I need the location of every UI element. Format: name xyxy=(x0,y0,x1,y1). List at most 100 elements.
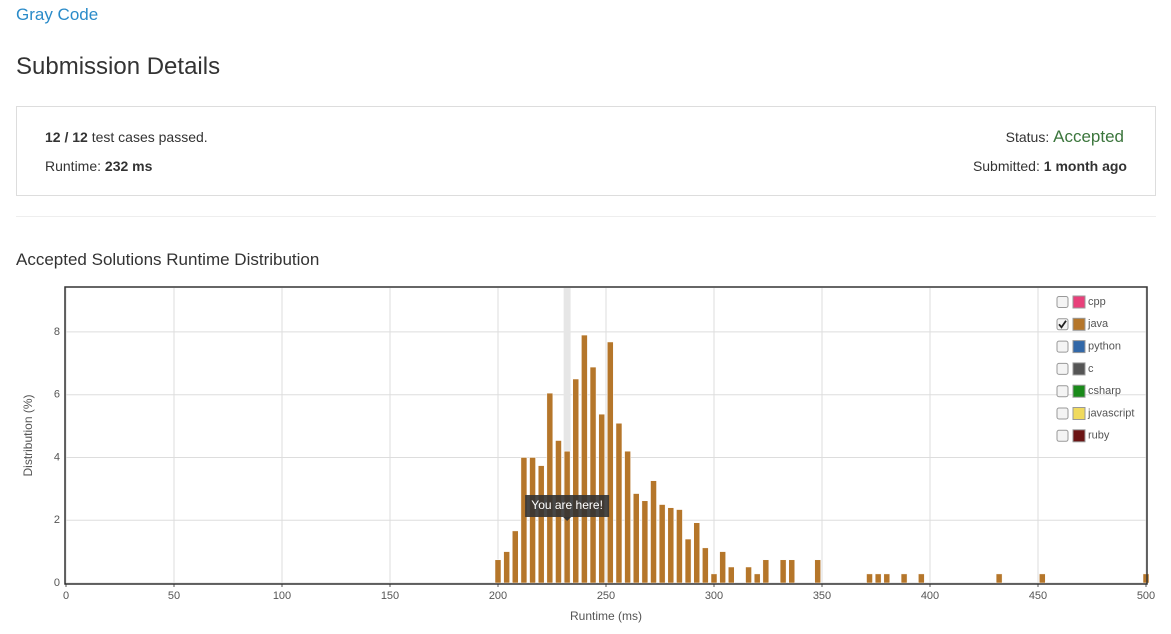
legend-label: java xyxy=(1087,318,1109,330)
legend-label: python xyxy=(1088,341,1121,353)
bar xyxy=(1142,573,1150,584)
y-tick-label: 0 xyxy=(54,577,60,589)
bar xyxy=(641,500,649,584)
x-axis-label: Runtime (ms) xyxy=(570,609,642,623)
submitted-label: Submitted: xyxy=(972,158,1040,174)
bar xyxy=(676,509,683,584)
submitted-row: Submitted: 1 month ago xyxy=(973,158,1127,174)
legend-label: csharp xyxy=(1088,385,1121,397)
bar xyxy=(874,573,882,584)
bar xyxy=(710,573,718,584)
bar xyxy=(883,573,891,584)
bar xyxy=(503,551,510,584)
passed-row: 12 / 12 test cases passed. xyxy=(45,129,208,145)
details-panel: 12 / 12 test cases passed. Runtime: 232 … xyxy=(16,106,1156,196)
y-axis-label: Distribution (%) xyxy=(21,394,35,476)
y-tick-label: 2 xyxy=(54,514,60,526)
runtime-row: Runtime: 232 ms xyxy=(45,158,152,174)
bar xyxy=(572,378,580,584)
legend-checkbox[interactable] xyxy=(1056,296,1069,308)
legend-swatch xyxy=(1072,317,1086,331)
bar xyxy=(615,423,623,584)
bar xyxy=(995,573,1003,584)
x-tick-label: 300 xyxy=(705,590,723,602)
bar xyxy=(667,507,675,584)
legend-swatch xyxy=(1072,407,1086,420)
bar xyxy=(719,551,726,584)
chart-title: Accepted Solutions Runtime Distribution xyxy=(16,250,320,269)
x-tick-label: 450 xyxy=(1029,590,1047,602)
bar xyxy=(693,522,700,584)
legend-swatch xyxy=(1072,340,1086,354)
problem-link[interactable]: Gray Code xyxy=(16,5,99,24)
bar xyxy=(745,566,752,584)
bar xyxy=(581,334,588,584)
bar xyxy=(866,573,873,584)
bar xyxy=(779,559,787,584)
bar xyxy=(788,559,796,584)
bar xyxy=(918,573,925,584)
plot-border xyxy=(64,286,1148,585)
x-tick-label: 400 xyxy=(921,590,939,602)
bar xyxy=(1039,573,1046,584)
x-tick-label: 50 xyxy=(168,590,180,602)
x-tick-label: 500 xyxy=(1137,590,1155,602)
bar xyxy=(494,559,502,584)
x-tick-label: 250 xyxy=(597,590,615,602)
tooltip-box xyxy=(525,495,610,517)
legend-checkbox[interactable] xyxy=(1056,362,1069,375)
bar xyxy=(684,538,692,584)
bar xyxy=(650,480,657,584)
bar xyxy=(546,392,554,584)
x-tick-label: 0 xyxy=(63,590,69,602)
bar xyxy=(658,504,666,584)
bar xyxy=(529,457,536,584)
bar xyxy=(900,573,908,584)
legend-swatch xyxy=(1072,362,1086,376)
legend-checkbox[interactable] xyxy=(1056,340,1069,353)
legend-checkbox[interactable] xyxy=(1056,385,1069,398)
bar xyxy=(702,547,709,584)
legend-swatch xyxy=(1072,295,1086,309)
bar xyxy=(762,559,770,584)
legend-checkbox[interactable] xyxy=(1056,429,1069,442)
status-label: Status: xyxy=(1005,129,1050,145)
legend-label: c xyxy=(1088,363,1094,375)
legend-swatch xyxy=(1072,384,1086,398)
runtime-label: Runtime: xyxy=(45,158,102,174)
x-tick-label: 100 xyxy=(273,590,291,602)
bar xyxy=(589,366,597,584)
tooltip-arrow xyxy=(563,517,572,521)
highlight-band xyxy=(563,288,571,583)
bar xyxy=(753,573,761,584)
x-tick-label: 150 xyxy=(381,590,399,602)
legend-swatch xyxy=(1072,429,1086,443)
legend-label: ruby xyxy=(1088,430,1110,442)
x-tick-label: 200 xyxy=(489,590,507,602)
bar xyxy=(728,566,735,584)
y-tick-label: 4 xyxy=(54,451,60,463)
legend-checkbox[interactable] xyxy=(1056,407,1069,420)
checkmark xyxy=(1058,320,1067,329)
status-row: Status: Accepted xyxy=(1006,127,1124,147)
tooltip: You are here! xyxy=(525,495,610,521)
bar xyxy=(512,530,519,584)
page-title: Submission Details xyxy=(16,53,221,80)
y-tick-label: 6 xyxy=(54,389,60,401)
runtime: 232 ms xyxy=(104,158,153,174)
status: Accepted xyxy=(1053,127,1124,146)
divider xyxy=(16,216,1156,217)
submitted: 1 month ago xyxy=(1043,158,1127,174)
bar xyxy=(814,559,821,584)
bar xyxy=(537,465,545,584)
bar xyxy=(632,493,640,584)
x-tick-label: 350 xyxy=(813,590,831,602)
tooltip-text: You are here! xyxy=(531,498,603,512)
passed-count: 12 / 12 xyxy=(45,129,88,145)
bar xyxy=(607,341,614,584)
passed-text: test cases passed. xyxy=(91,129,208,145)
y-tick-label: 8 xyxy=(54,326,60,338)
legend-label: javascript xyxy=(1087,407,1134,419)
